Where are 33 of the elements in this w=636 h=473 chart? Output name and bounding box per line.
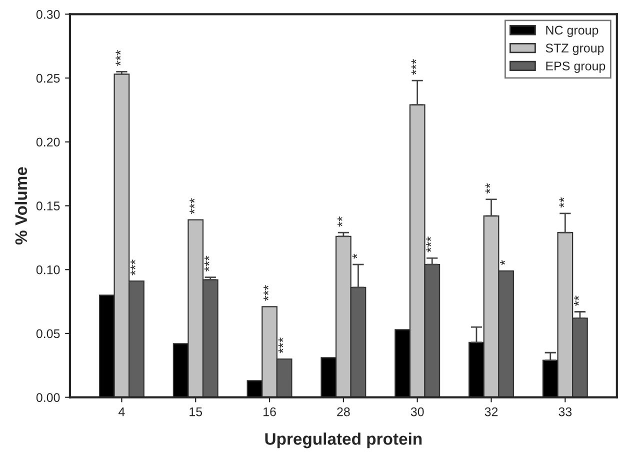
- data-label: ***: [116, 50, 121, 66]
- x-tick-label: 15: [190, 408, 202, 416]
- y-tick-label: 0.15: [36, 202, 60, 210]
- x-tick-label: 30: [410, 407, 424, 416]
- x-tick-label: 4: [118, 408, 125, 416]
- data-label: *: [500, 260, 505, 266]
- data-label: **: [559, 197, 564, 208]
- data-label: ***: [426, 236, 432, 252]
- data-label: ***: [411, 59, 416, 75]
- data-label: **: [574, 296, 579, 306]
- data-label: ***: [190, 198, 195, 214]
- data-label: ***: [264, 285, 268, 301]
- data-label: ***: [130, 260, 136, 276]
- x-axis-title: Upregulated protein: [265, 432, 422, 448]
- y-tick-label: 0.20: [36, 138, 60, 147]
- x-tick-label: 16: [264, 407, 276, 416]
- legend-label: STZ group: [546, 44, 604, 55]
- y-tick-label: 0.25: [36, 74, 60, 83]
- data-label: **: [485, 183, 490, 194]
- y-tick-label: 0.05: [36, 329, 60, 338]
- data-label: ***: [204, 256, 210, 272]
- x-tick-label: 33: [558, 407, 572, 416]
- legend-label: NC group: [546, 26, 598, 38]
- data-label: **: [337, 216, 342, 227]
- data-label: *: [352, 254, 358, 259]
- data-label: ***: [278, 337, 284, 354]
- y-tick-label: 0.30: [36, 10, 60, 19]
- x-tick-label: 32: [484, 407, 498, 416]
- y-axis-title: % Volume: [14, 167, 28, 245]
- y-tick-label: 0.10: [36, 265, 60, 274]
- y-tick-label: 0.00: [36, 393, 60, 402]
- x-tick-label: 28: [337, 407, 350, 416]
- legend-label: EPS group: [546, 62, 606, 73]
